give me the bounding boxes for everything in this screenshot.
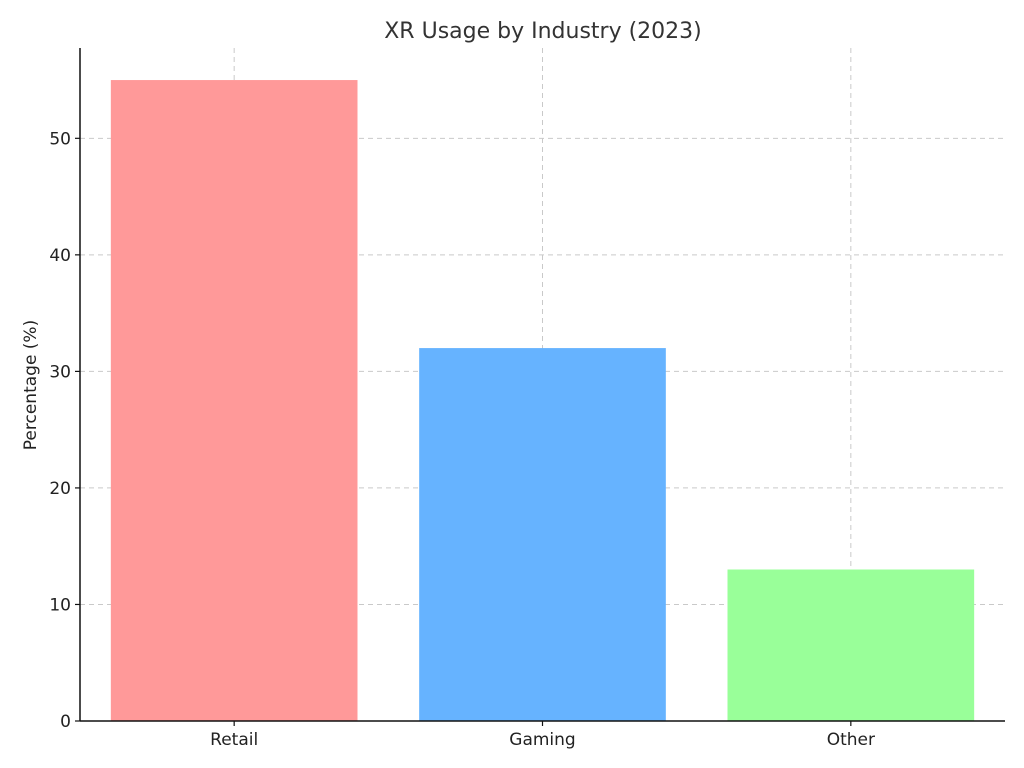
x-tick-label-retail: Retail xyxy=(210,730,258,750)
y-tick-label: 40 xyxy=(49,246,71,266)
bars-layer xyxy=(110,80,975,722)
bar-gaming xyxy=(419,348,666,721)
axes-layer: 0 10 20 30 40 50 Retail Gaming Other xyxy=(49,48,1005,750)
x-tick-label-other: Other xyxy=(827,730,875,750)
y-tick-label: 0 xyxy=(60,712,71,732)
y-tick-label: 50 xyxy=(49,129,71,149)
y-tick-label: 30 xyxy=(49,362,71,382)
y-tick-label: 10 xyxy=(49,595,71,615)
y-axis-label: Percentage (%) xyxy=(21,320,41,450)
chart-title: XR Usage by Industry (2023) xyxy=(384,19,702,44)
bar-retail xyxy=(110,80,358,722)
x-tick-label-gaming: Gaming xyxy=(509,730,575,750)
y-tick-label: 20 xyxy=(49,479,71,499)
bar-other xyxy=(727,569,975,721)
